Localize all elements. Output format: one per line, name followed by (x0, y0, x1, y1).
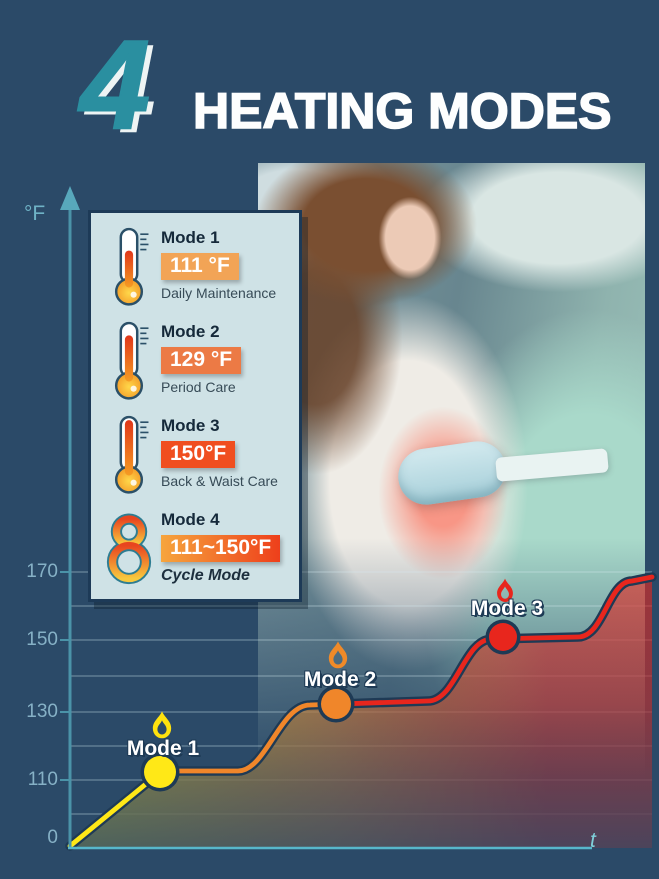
mode-dots (140, 619, 521, 792)
mode4-temp-badge: 111~150°F (161, 535, 281, 562)
mode3-desc: Back & Waist Care (161, 473, 278, 489)
y-tick-130: 130 (26, 701, 58, 722)
thermometer-icon (114, 321, 149, 400)
y-axis-arrow-icon (60, 186, 80, 210)
mode4-name: Mode 4 (161, 510, 220, 529)
mode2-desc: Period Care (161, 379, 236, 395)
page-title: HEATING MODES (192, 83, 612, 139)
y-tick-0: 0 (47, 827, 58, 848)
thermometer-icon (114, 227, 149, 306)
y-tick-150: 150 (26, 629, 58, 650)
mode1-dot (144, 756, 176, 788)
y-tick-170: 170 (26, 561, 58, 582)
thermometer-icon (114, 415, 149, 494)
mode1-temp-badge: 111 °F (161, 253, 239, 280)
curve-label-mode3: Mode 3 (470, 597, 544, 620)
curve-label-mode1: Mode 1 (126, 737, 200, 760)
mode-row-2: Mode 2 129 °F Period Care (103, 320, 289, 414)
cycle-loop-icon (106, 513, 152, 585)
modes-info-panel: Mode 1 111 °F Daily Maintenance Mode 2 1… (88, 210, 302, 602)
curve-label-mode2: Mode 2 (303, 668, 377, 691)
mode1-name: Mode 1 (161, 228, 220, 247)
y-axis-unit-label: °F (24, 202, 46, 225)
mode3-temp-badge: 150°F (161, 441, 236, 468)
flame-icon (152, 711, 172, 739)
x-axis-label: t (590, 829, 596, 852)
y-tick-110: 110 (27, 769, 58, 790)
title-number: 4 (79, 14, 151, 155)
mode2-dot (321, 689, 351, 719)
mode1-desc: Daily Maintenance (161, 285, 277, 301)
mode3-name: Mode 3 (161, 416, 220, 435)
axes (60, 186, 592, 850)
mode-row-3: Mode 3 150°F Back & Waist Care (103, 414, 289, 508)
mode-row-4: Mode 4 111~150°F Cycle Mode (103, 508, 289, 602)
mode4-desc: Cycle Mode (161, 567, 250, 584)
flame-icon (328, 641, 348, 669)
flame-icon (497, 578, 513, 602)
mode3-dot (489, 623, 517, 651)
mode2-name: Mode 2 (161, 322, 220, 341)
mode-row-1: Mode 1 111 °F Daily Maintenance (103, 226, 289, 320)
mode2-temp-badge: 129 °F (161, 347, 242, 374)
sleeping-woman-photo (258, 163, 645, 788)
